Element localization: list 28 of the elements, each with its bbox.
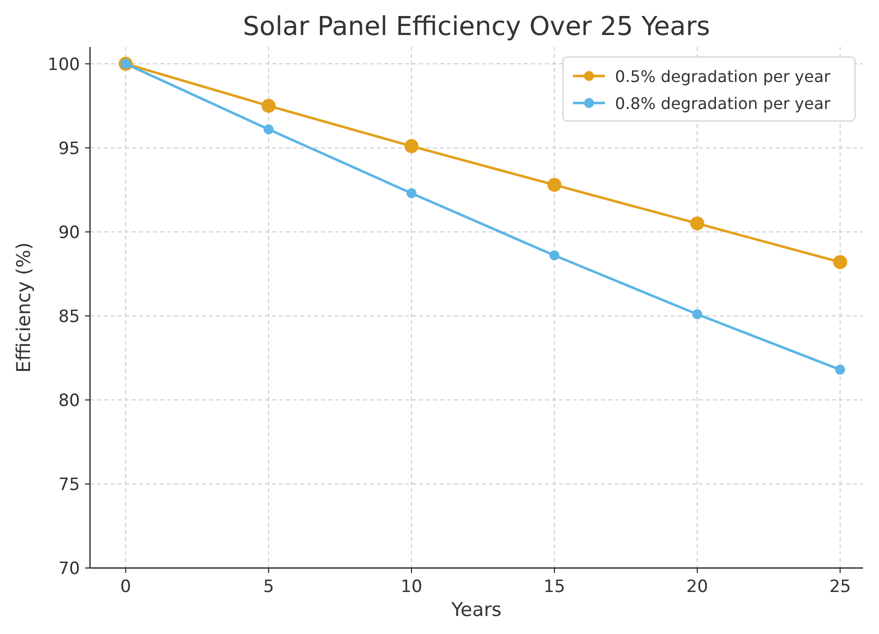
x-tick-label: 15 bbox=[544, 577, 566, 597]
y-tick-label: 85 bbox=[58, 306, 80, 327]
x-tick-label: 10 bbox=[400, 577, 422, 597]
point bbox=[262, 98, 276, 113]
point bbox=[690, 216, 704, 230]
x-axis-title: Years bbox=[450, 599, 502, 621]
legend-label: 0.5% degradation per year bbox=[615, 67, 831, 86]
x-tick-label: 25 bbox=[829, 577, 851, 597]
y-tick-label: 100 bbox=[48, 54, 80, 75]
point bbox=[404, 139, 418, 154]
x-tick-label: 20 bbox=[686, 577, 708, 597]
x-tick-label: 0 bbox=[120, 577, 132, 597]
y-tick-label: 70 bbox=[58, 559, 80, 579]
y-tick-label: 80 bbox=[58, 390, 80, 411]
point bbox=[549, 250, 560, 260]
y-axis-title: Efficiency (%) bbox=[13, 242, 35, 373]
x-tick-label: 5 bbox=[263, 577, 274, 597]
legend-label: 0.8% degradation per year bbox=[615, 94, 831, 113]
point bbox=[833, 255, 848, 270]
point bbox=[547, 178, 562, 192]
y-tick-label: 90 bbox=[58, 222, 80, 243]
point bbox=[692, 309, 702, 320]
y-tick-label: 75 bbox=[58, 474, 80, 495]
point bbox=[406, 188, 416, 198]
chart-title: Solar Panel Efficiency Over 25 Years bbox=[242, 12, 710, 42]
point bbox=[835, 364, 846, 375]
point bbox=[264, 124, 274, 134]
y-tick-label: 95 bbox=[58, 138, 80, 159]
